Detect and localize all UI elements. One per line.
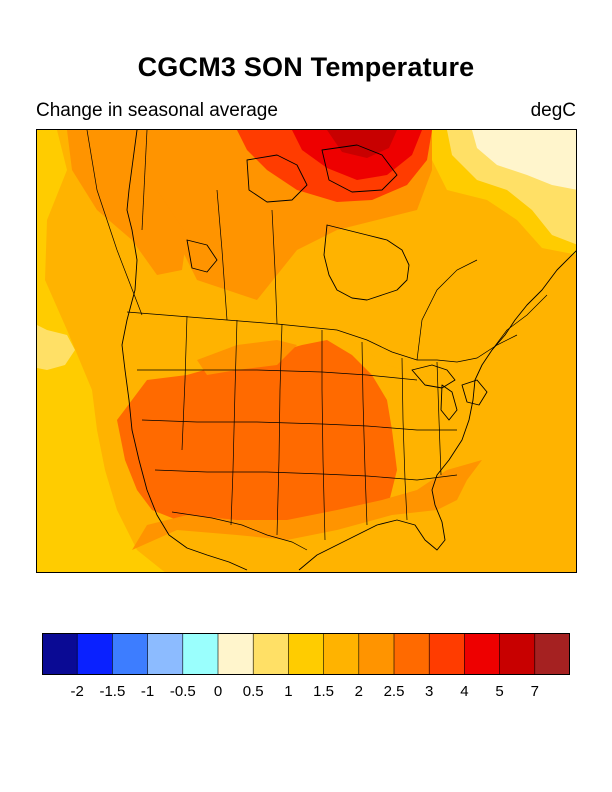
coastlines <box>121 130 576 571</box>
lake-huron <box>461 379 488 406</box>
colorbar-swatch <box>288 633 324 675</box>
colorbar-tick-label: 2 <box>354 683 363 700</box>
plot-title: CGCM3 SON Temperature <box>137 52 475 82</box>
arctic-island-2 <box>321 144 398 193</box>
colorbar-tick-label: 2.5 <box>383 683 405 700</box>
field-pacific-low <box>37 130 165 572</box>
pacific-coast <box>121 130 248 571</box>
colorbar <box>42 633 571 675</box>
colorbar-swatch <box>464 633 500 675</box>
state-border-7 <box>436 361 442 476</box>
colorbar-tick-label: 4 <box>460 683 469 700</box>
colorbar-tick-label: 0.5 <box>242 683 264 700</box>
lake-michigan <box>440 384 458 421</box>
field-great-lakes <box>327 305 497 385</box>
us-canada-border <box>126 311 518 363</box>
state-border-1 <box>181 315 188 451</box>
colorbar-swatch <box>218 633 254 675</box>
colorbar-swatch <box>182 633 219 675</box>
colorbar-tick-label: 3 <box>425 683 434 700</box>
canada-province-1 <box>86 130 143 316</box>
borders <box>86 130 548 551</box>
canada-province-5 <box>491 294 548 351</box>
state-border-row-3 <box>154 469 458 481</box>
colorbar-swatch <box>429 633 465 675</box>
colorbar-swatch <box>534 633 571 675</box>
colorbar-tick-label: -0.5 <box>169 683 196 700</box>
map-svg <box>37 130 576 572</box>
field-arctic-hottest <box>327 130 397 158</box>
state-border-2 <box>230 319 238 526</box>
colorbar-tick-label: -1 <box>140 683 155 700</box>
colorbar-tick-label: 1 <box>284 683 293 700</box>
colorbar-swatch <box>323 633 360 675</box>
colorbar-tick-label: 1.5 <box>313 683 335 700</box>
temperature-change-map <box>36 129 577 573</box>
field-arctic-lowest <box>472 130 576 190</box>
state-border-row-2 <box>141 419 457 431</box>
state-border-4 <box>321 330 326 541</box>
colorbar-tick-label: -2 <box>70 683 84 700</box>
colorbar-swatch <box>112 633 148 675</box>
state-border-3 <box>276 323 283 536</box>
us-mexico-border <box>171 511 308 551</box>
colorbar-tick-label: 0 <box>213 683 223 700</box>
field-conus-warm <box>117 340 397 535</box>
units-label: degC <box>530 100 576 121</box>
plot-subtitle: Change in seasonal average <box>36 100 278 121</box>
great-bear-lake <box>186 239 218 273</box>
canada-province-4 <box>416 259 478 361</box>
colorbar-swatch <box>358 633 395 675</box>
colorbar-tick-label: 7 <box>530 683 539 700</box>
field-plains-warm <box>197 340 297 375</box>
lake-superior <box>411 364 456 389</box>
field-pacific-lowest <box>37 325 75 370</box>
state-border-6 <box>401 357 408 521</box>
colorbar-swatch <box>253 633 289 675</box>
atlantic-gulf-coast <box>298 250 576 571</box>
colorbar-swatch <box>147 633 184 675</box>
colorbar-tick-label: -1.5 <box>99 683 126 700</box>
canada-province-2 <box>216 189 228 321</box>
field-south <box>132 460 482 550</box>
colorbar-swatch <box>42 633 78 675</box>
field-alaska <box>67 130 187 275</box>
hudson-bay <box>323 224 410 301</box>
colorbar-swatch <box>499 633 536 675</box>
colorbar-swatch <box>77 633 113 675</box>
colorbar-border <box>42 633 570 675</box>
colorbar-svg <box>42 633 571 675</box>
colorbar-swatch <box>394 633 430 675</box>
colorbar-tick-label: 5 <box>495 683 504 700</box>
canada-province-3 <box>271 209 278 325</box>
state-border-row-1 <box>137 369 418 381</box>
arctic-island-1 <box>246 154 308 203</box>
state-border-5 <box>361 341 368 526</box>
alaska-border <box>141 130 148 231</box>
